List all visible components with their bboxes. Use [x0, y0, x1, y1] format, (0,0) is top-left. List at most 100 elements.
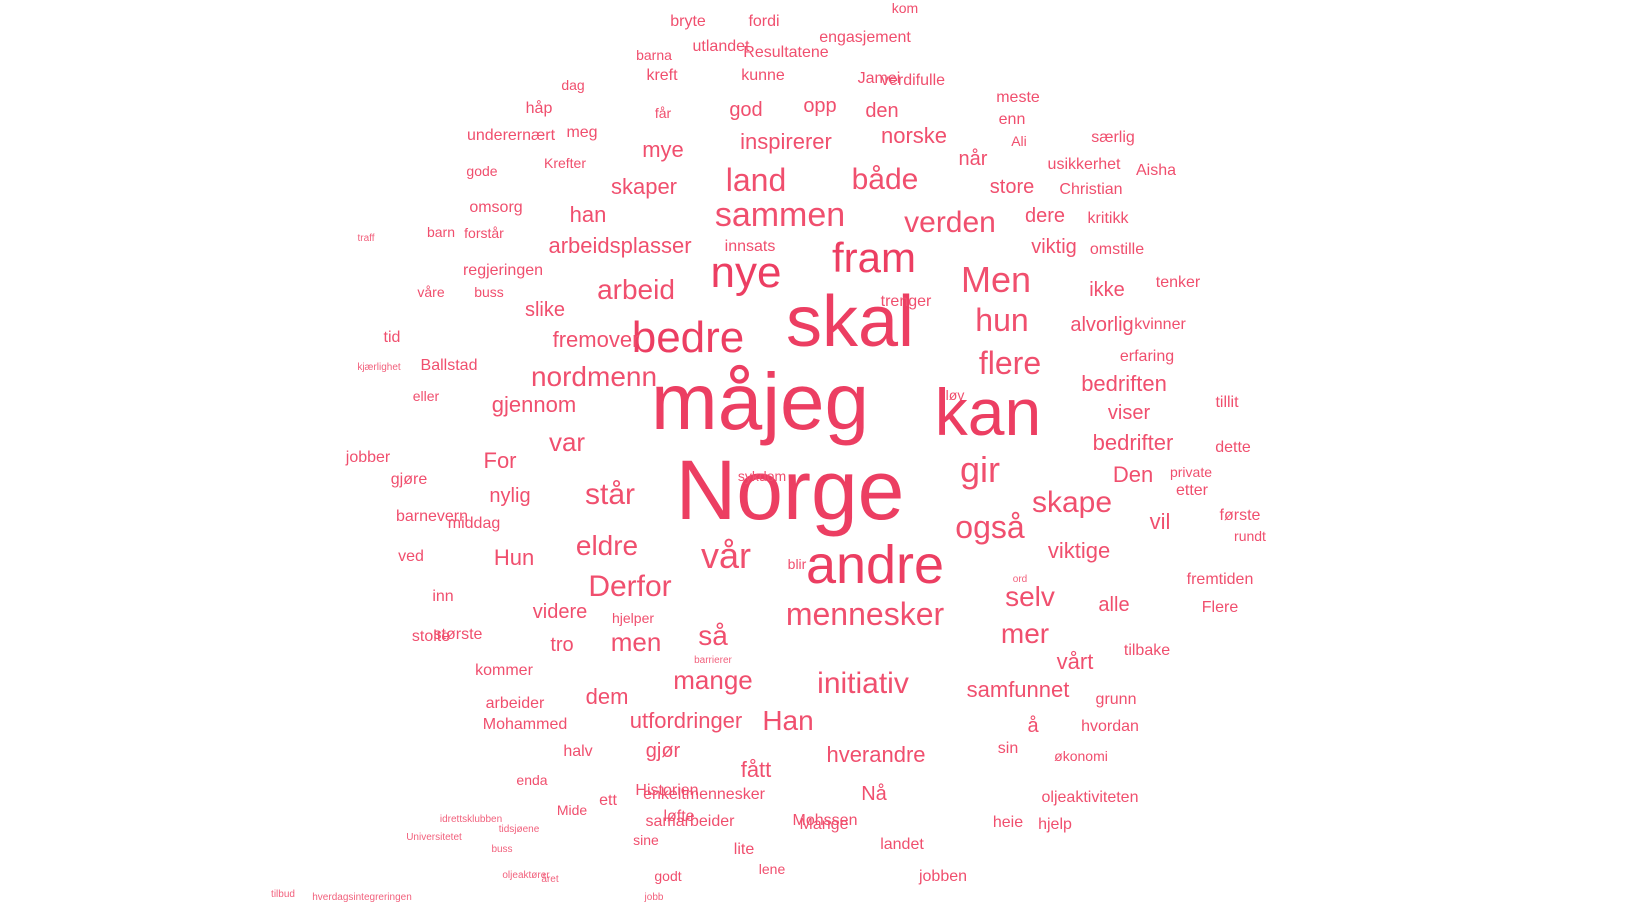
- word-oljeaktiviteten: oljeaktiviteten: [1041, 789, 1139, 806]
- word-han: han: [569, 202, 607, 227]
- word-viktig: viktig: [1031, 236, 1077, 258]
- word-star: står: [584, 478, 636, 511]
- word-ogsa: også: [955, 509, 1025, 545]
- word-jobb: jobb: [644, 892, 664, 903]
- word-middag: middag: [447, 515, 501, 532]
- word-forste: første: [1219, 507, 1261, 524]
- word-saerlig: særlig: [1091, 129, 1135, 146]
- word-god: god: [729, 99, 763, 121]
- word-norske: norske: [880, 123, 948, 148]
- word-jobben: jobben: [918, 868, 968, 885]
- word-fordi: fordi: [748, 13, 780, 30]
- word-men: Men: [960, 259, 1032, 300]
- word-andre: andre: [805, 535, 945, 595]
- word-blir: blir: [787, 556, 807, 572]
- word-okonomi: økonomi: [1054, 748, 1108, 764]
- word-alvorlig: alvorlig: [1070, 314, 1134, 336]
- word-sykdom: sykdom: [737, 468, 787, 484]
- word-etter: etter: [1175, 482, 1209, 499]
- word-innsats: innsats: [724, 238, 776, 255]
- word-men: men: [610, 627, 662, 657]
- word-videre: videre: [532, 601, 588, 623]
- word-kom: kom: [891, 0, 919, 16]
- word-viser: viser: [1107, 402, 1151, 424]
- word-tilbake: tilbake: [1123, 642, 1171, 659]
- word-resultatene: Resultatene: [743, 44, 829, 61]
- word-skape: skape: [1031, 486, 1113, 519]
- word-fatt: fått: [740, 757, 772, 782]
- word-far: får: [654, 105, 672, 121]
- word-kvinner: kvinner: [1134, 316, 1186, 333]
- word-historien: Historien: [635, 782, 699, 799]
- word-norge: Norge: [675, 443, 905, 537]
- word-landet: landet: [880, 836, 924, 853]
- word-hjelp: hjelp: [1038, 816, 1072, 833]
- word-lite: lite: [733, 841, 755, 858]
- word-samfunnet: samfunnet: [966, 677, 1070, 702]
- word-land: land: [725, 162, 787, 198]
- word-jobber: jobber: [345, 449, 391, 466]
- word-hjelper: hjelper: [611, 610, 655, 626]
- word-dag: dag: [561, 77, 585, 93]
- word-traff: traff: [357, 233, 375, 244]
- word-jamei: Jamei: [857, 70, 901, 87]
- word-hun: Hun: [493, 545, 535, 570]
- word-kjaerlighet: kjærlighet: [357, 362, 401, 373]
- word-var: vår: [700, 535, 752, 576]
- word-lofte: løfte: [663, 808, 695, 825]
- word-fremover: fremover: [552, 327, 640, 352]
- word-buss: buss: [491, 844, 513, 855]
- word-enda: enda: [516, 772, 548, 788]
- word-godt: godt: [654, 868, 682, 884]
- word-utfordringer: utfordringer: [629, 708, 743, 733]
- word-initiativ: initiativ: [817, 667, 909, 700]
- word-buss: buss: [474, 284, 504, 300]
- word-den: Den: [1112, 462, 1154, 487]
- word-usikkerhet: usikkerhet: [1047, 156, 1121, 173]
- word-den: den: [865, 100, 899, 122]
- word-ikke: ikke: [1089, 279, 1125, 301]
- word-hverandre: hverandre: [826, 742, 926, 767]
- word-gjore: gjøre: [390, 471, 428, 488]
- word-christian: Christian: [1059, 181, 1123, 198]
- word-eller: eller: [412, 388, 440, 404]
- word-ord: ord: [1012, 574, 1028, 585]
- word-viktige: viktige: [1047, 538, 1111, 563]
- word-enkeltmennesker: enkeltmennesker: [643, 786, 765, 803]
- word-mye: mye: [642, 137, 684, 162]
- word-barn: barn: [426, 224, 456, 240]
- word-vil: vil: [1149, 509, 1171, 534]
- word-regjeringen: regjeringen: [462, 262, 544, 279]
- word-mange: Mange: [799, 816, 849, 833]
- word-na: Nå: [861, 783, 887, 805]
- word-fram: fram: [832, 234, 916, 281]
- word-tilbud: tilbud: [271, 889, 295, 900]
- word-ved: ved: [398, 548, 424, 565]
- word-oljeaktorer: oljeaktører: [502, 870, 550, 881]
- word-omsorg: omsorg: [469, 199, 523, 216]
- word-rundt: rundt: [1234, 528, 1266, 544]
- word-arbeid: arbeid: [597, 274, 675, 305]
- word-skaper: skaper: [610, 174, 678, 199]
- word-hun: hun: [975, 302, 1029, 338]
- word-heie: heie: [992, 814, 1024, 831]
- word-ballstad: Ballstad: [420, 357, 478, 374]
- word-hap: håp: [525, 100, 553, 117]
- word-private: private: [1169, 464, 1213, 480]
- word-aret: året: [541, 874, 559, 885]
- word-kunne: kunne: [741, 67, 785, 84]
- word-sa: så: [698, 620, 728, 651]
- word-barna: barna: [636, 47, 672, 63]
- word-derfor: Derfor: [588, 570, 672, 603]
- word-arbeider: arbeider: [485, 695, 545, 712]
- word-bedriften: bedriften: [1081, 371, 1167, 396]
- word-sin: sin: [997, 740, 1019, 757]
- word-mange: mange: [673, 665, 753, 695]
- word-meg: meg: [566, 124, 598, 141]
- word-engasjement: engasjement: [819, 29, 911, 46]
- word-gjor: gjør: [645, 740, 681, 762]
- word-nar: når: [958, 148, 988, 170]
- word-mer: mer: [1000, 618, 1050, 649]
- word-alle: alle: [1098, 594, 1130, 616]
